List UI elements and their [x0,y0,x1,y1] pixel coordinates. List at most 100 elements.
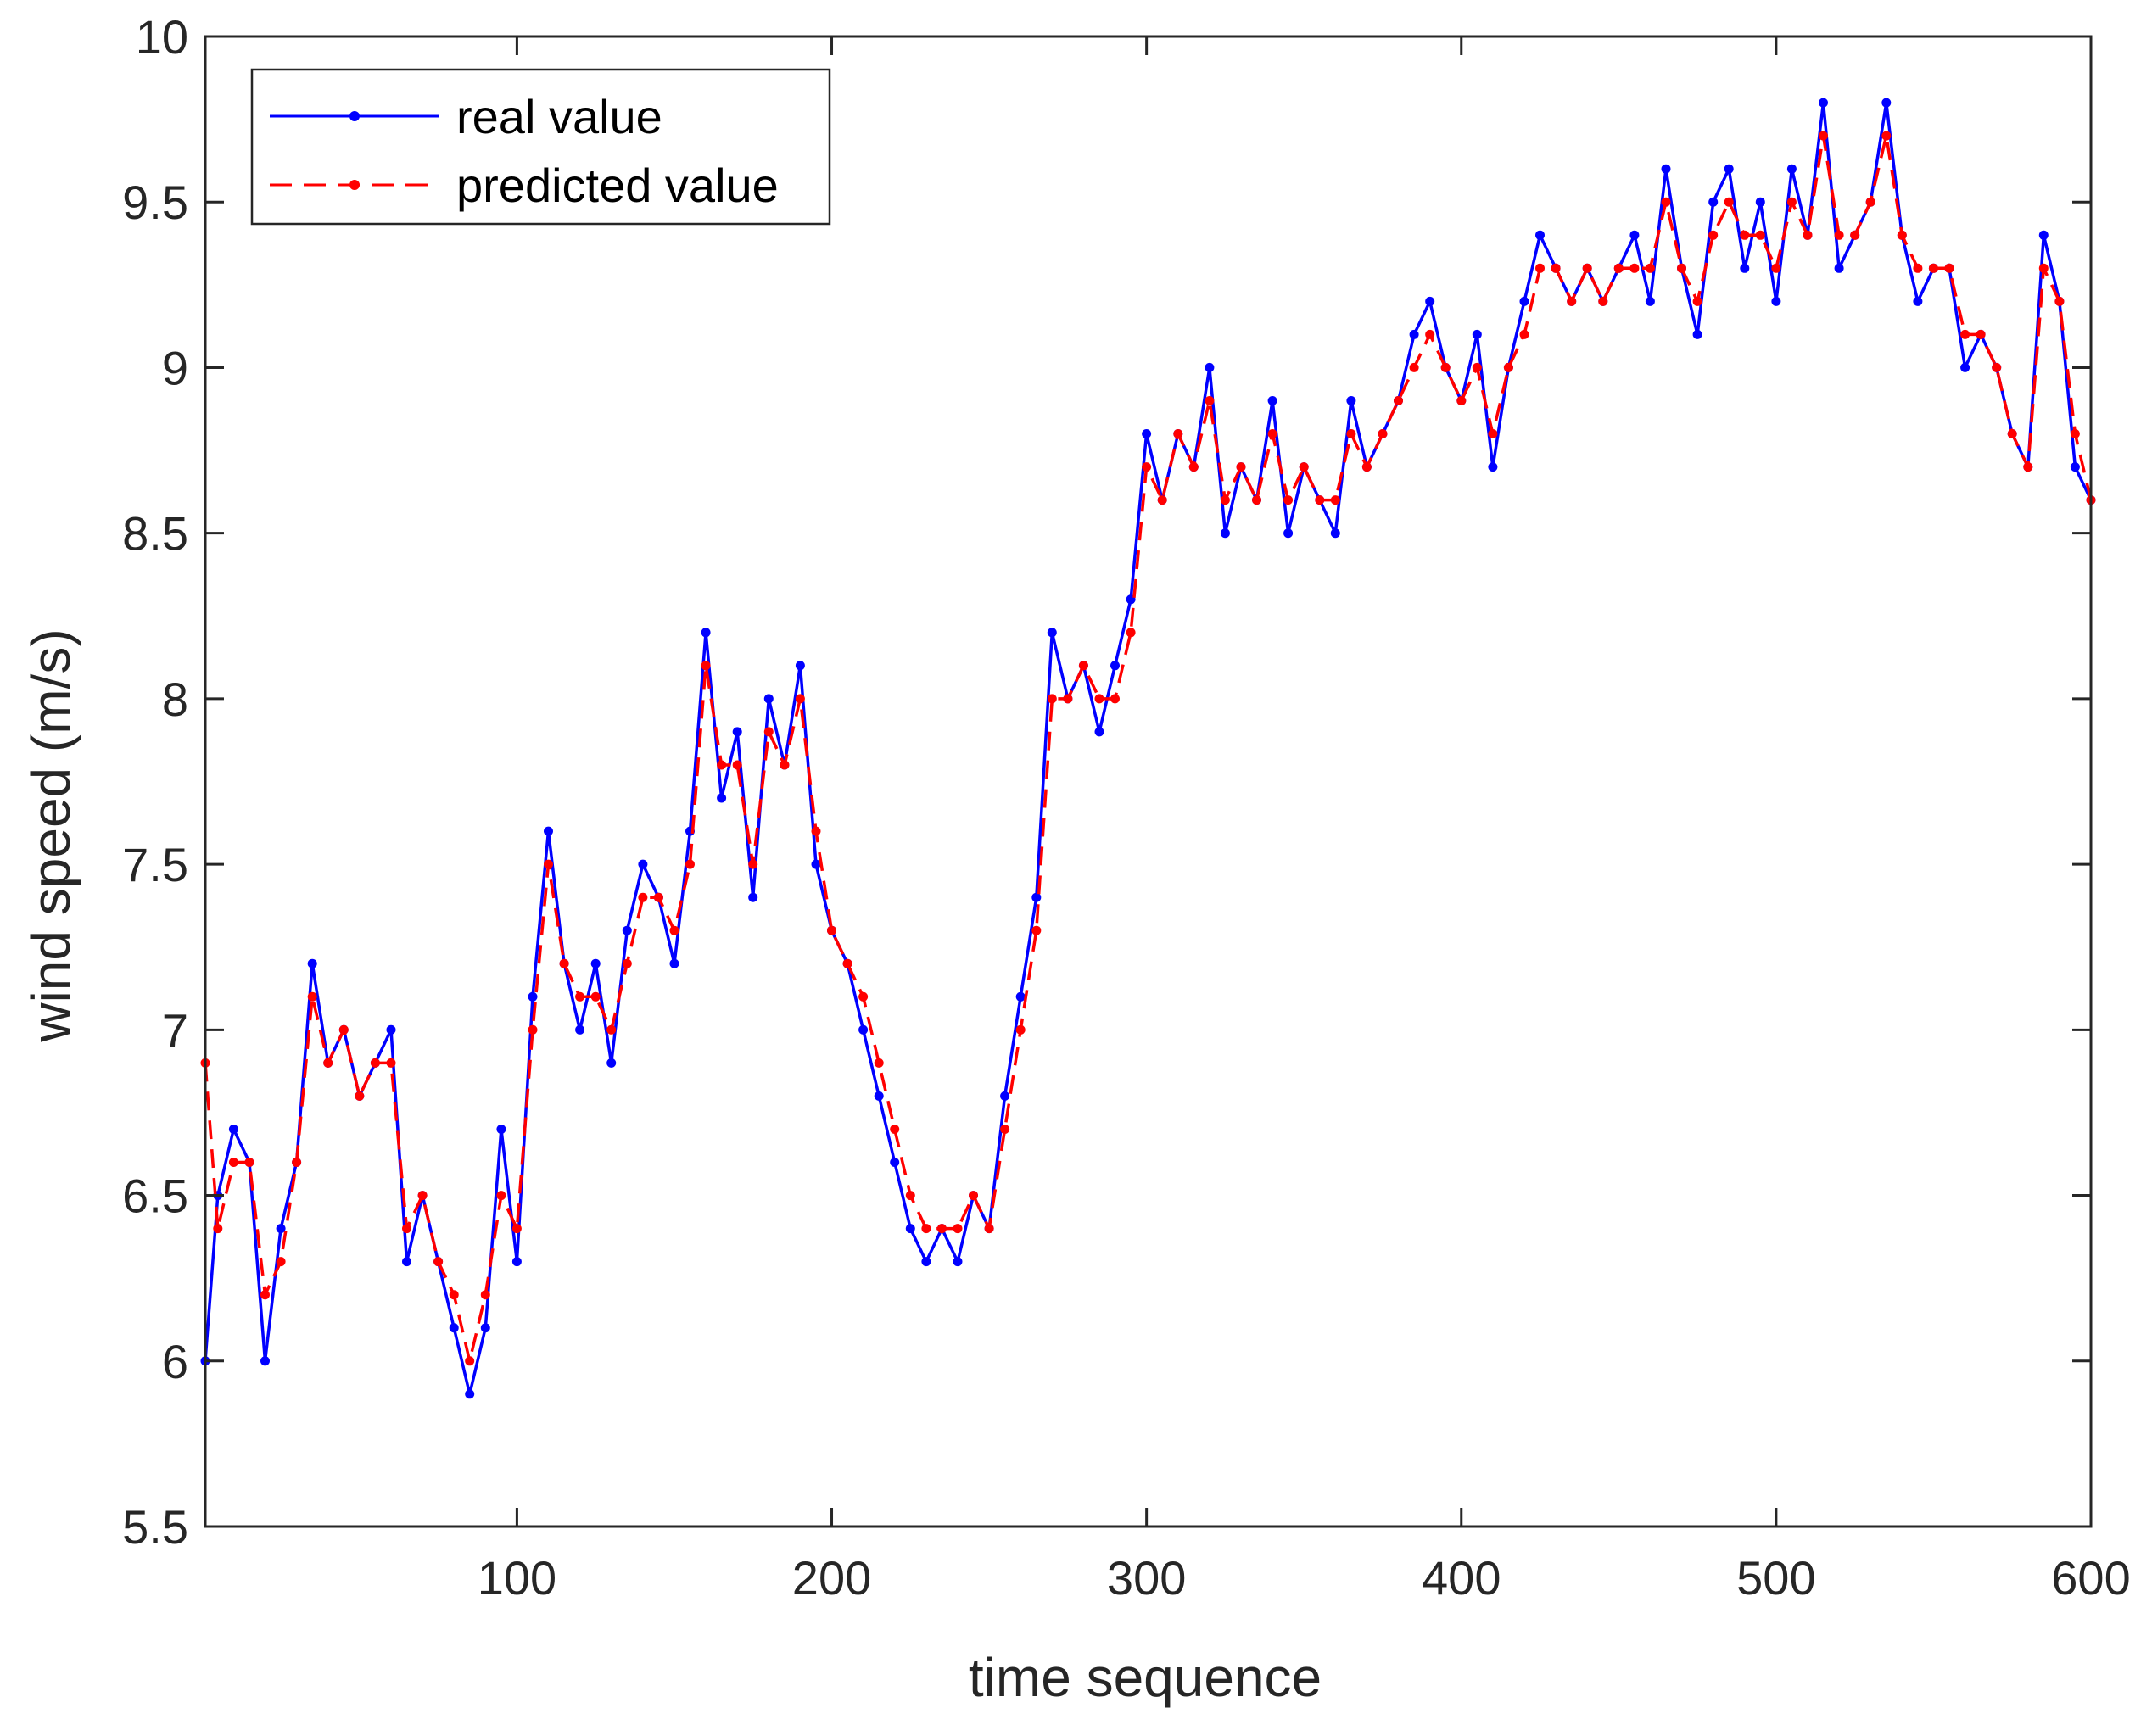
data-point-predicted-value [1220,495,1230,505]
data-point-predicted-value [276,1257,286,1267]
data-point-real-value [874,1091,884,1101]
data-point-real-value [1692,329,1702,339]
data-point-real-value [480,1323,490,1333]
x-tick-label: 100 [478,1551,556,1605]
data-point-predicted-value [1409,362,1419,372]
data-point-predicted-value [2023,462,2033,472]
data-point-predicted-value [969,1191,978,1201]
legend-box [250,68,831,226]
data-point-predicted-value [1786,197,1797,207]
y-tick-label: 7 [162,1003,188,1057]
data-point-predicted-value [1850,230,1860,240]
y-tick-label: 8.5 [122,507,188,561]
x-tick-label: 300 [1107,1551,1186,1605]
data-point-real-value [1708,197,1719,207]
data-point-predicted-value [1819,131,1828,141]
data-point-predicted-value [1834,230,1844,240]
series-layer [200,98,2096,1399]
x-tick-label: 500 [1736,1551,1815,1605]
data-point-predicted-value [417,1191,428,1201]
data-point-predicted-value [1613,263,1624,273]
x-tick-label: 400 [1422,1551,1501,1605]
y-tick-label: 9 [162,341,188,394]
data-point-predicted-value [1913,263,1923,273]
x-tick-label: 200 [792,1551,871,1605]
data-point-predicted-value [1661,197,1671,207]
data-point-predicted-value [1582,263,1592,273]
data-point-predicted-value [1205,396,1215,405]
data-point-predicted-value [1503,362,1513,372]
data-point-predicted-value [763,727,774,737]
data-point-predicted-value [669,925,679,935]
data-point-real-value [1031,892,1042,902]
data-point-predicted-value [1361,462,1372,472]
data-point-predicted-value [402,1224,411,1234]
data-point-predicted-value [511,1224,522,1234]
data-point-predicted-value [1976,329,1986,339]
data-point-predicted-value [1315,495,1325,505]
data-point-predicted-value [1598,296,1608,306]
data-point-real-value [606,1058,617,1068]
data-point-real-value [1425,296,1435,306]
data-point-predicted-value [559,958,569,968]
data-point-predicted-value [2007,429,2017,438]
data-point-predicted-value [386,1058,396,1068]
data-point-predicted-value [1440,362,1451,372]
data-point-predicted-value [858,991,869,1002]
data-point-predicted-value [701,661,711,671]
data-point-real-value [953,1257,963,1267]
data-point-real-value [622,925,632,935]
data-point-predicted-value [307,991,317,1002]
data-point-real-value [575,1024,585,1035]
data-point-predicted-value [528,1024,538,1035]
legend-predicted-label: predicted value [456,159,779,212]
data-point-predicted-value [244,1158,254,1167]
data-point-predicted-value [544,859,553,869]
data-point-predicted-value [449,1290,459,1300]
data-point-real-value [717,793,727,803]
data-point-predicted-value [780,760,790,770]
data-point-predicted-value [1740,230,1750,240]
data-point-predicted-value [638,892,648,902]
data-point-real-value [1913,296,1923,306]
data-point-predicted-value [480,1290,490,1300]
data-point-real-value [1205,362,1215,372]
data-point-predicted-value [1803,230,1813,240]
data-point-real-value [1110,661,1120,671]
data-point-predicted-value [622,958,632,968]
x-tick-label: 600 [2051,1551,2130,1605]
data-point-real-value [1015,991,1026,1002]
data-point-predicted-value [433,1257,444,1267]
data-point-predicted-value [1535,263,1545,273]
y-tick-label: 9.5 [122,176,188,229]
data-point-predicted-value [795,694,805,704]
data-point-real-value [1220,528,1230,539]
data-point-predicted-value [953,1224,963,1234]
data-point-predicted-value [228,1158,238,1167]
data-point-real-value [1283,528,1294,539]
data-point-predicted-value [1897,230,1907,240]
data-point-predicted-value [1283,495,1294,505]
data-point-real-value [449,1323,459,1333]
data-point-predicted-value [1015,1024,1026,1035]
data-point-predicted-value [653,892,663,902]
data-point-predicted-value [2038,263,2049,273]
data-point-predicted-value [1677,263,1686,273]
data-point-real-value [1661,164,1671,174]
data-point-predicted-value [260,1290,270,1300]
data-point-predicted-value [1692,296,1702,306]
data-point-real-value [1047,628,1057,638]
data-point-predicted-value [323,1058,333,1068]
data-point-predicted-value [827,925,836,935]
data-point-predicted-value [590,991,601,1002]
data-point-real-value [890,1158,900,1167]
data-point-predicted-value [1724,197,1734,207]
data-point-predicted-value [905,1191,915,1201]
data-point-predicted-value [1078,661,1088,671]
data-point-real-value [1535,230,1545,240]
data-point-predicted-value [874,1058,884,1068]
data-point-real-value [386,1024,396,1035]
data-point-real-value [1740,263,1750,273]
data-point-real-value [921,1257,931,1267]
data-point-predicted-value [355,1091,365,1101]
